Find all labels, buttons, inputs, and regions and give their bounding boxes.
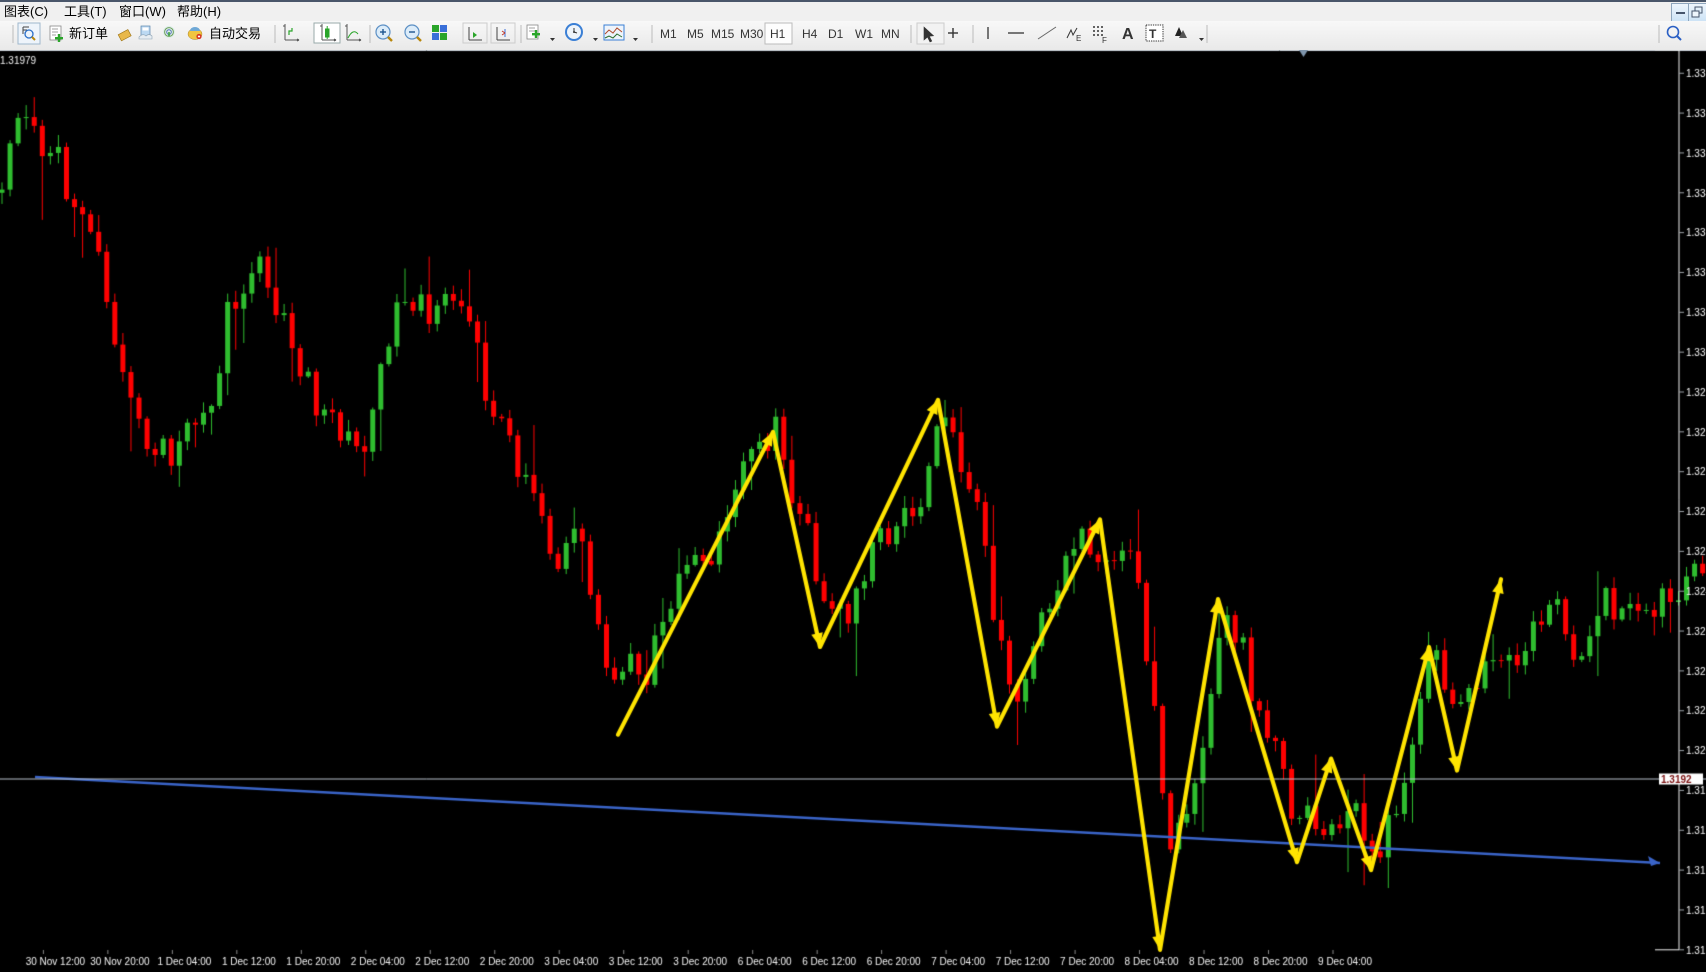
svg-text:D1: D1 [828,27,844,41]
svg-text:自动交易: 自动交易 [209,26,261,41]
svg-text:新订单: 新订单 [69,26,108,41]
svg-text:T: T [1149,27,1157,41]
svg-text:E: E [1076,34,1081,43]
svg-text:A: A [1122,26,1134,43]
svg-text:MN: MN [881,27,900,41]
svg-text:H4: H4 [802,27,818,41]
svg-text:M30: M30 [740,27,764,41]
svg-text:W1: W1 [855,27,873,41]
svg-text:M15: M15 [711,27,735,41]
svg-text:H1: H1 [770,27,786,41]
svg-text:M1: M1 [660,27,677,41]
svg-text:F: F [1102,36,1107,45]
svg-text:M5: M5 [687,27,704,41]
